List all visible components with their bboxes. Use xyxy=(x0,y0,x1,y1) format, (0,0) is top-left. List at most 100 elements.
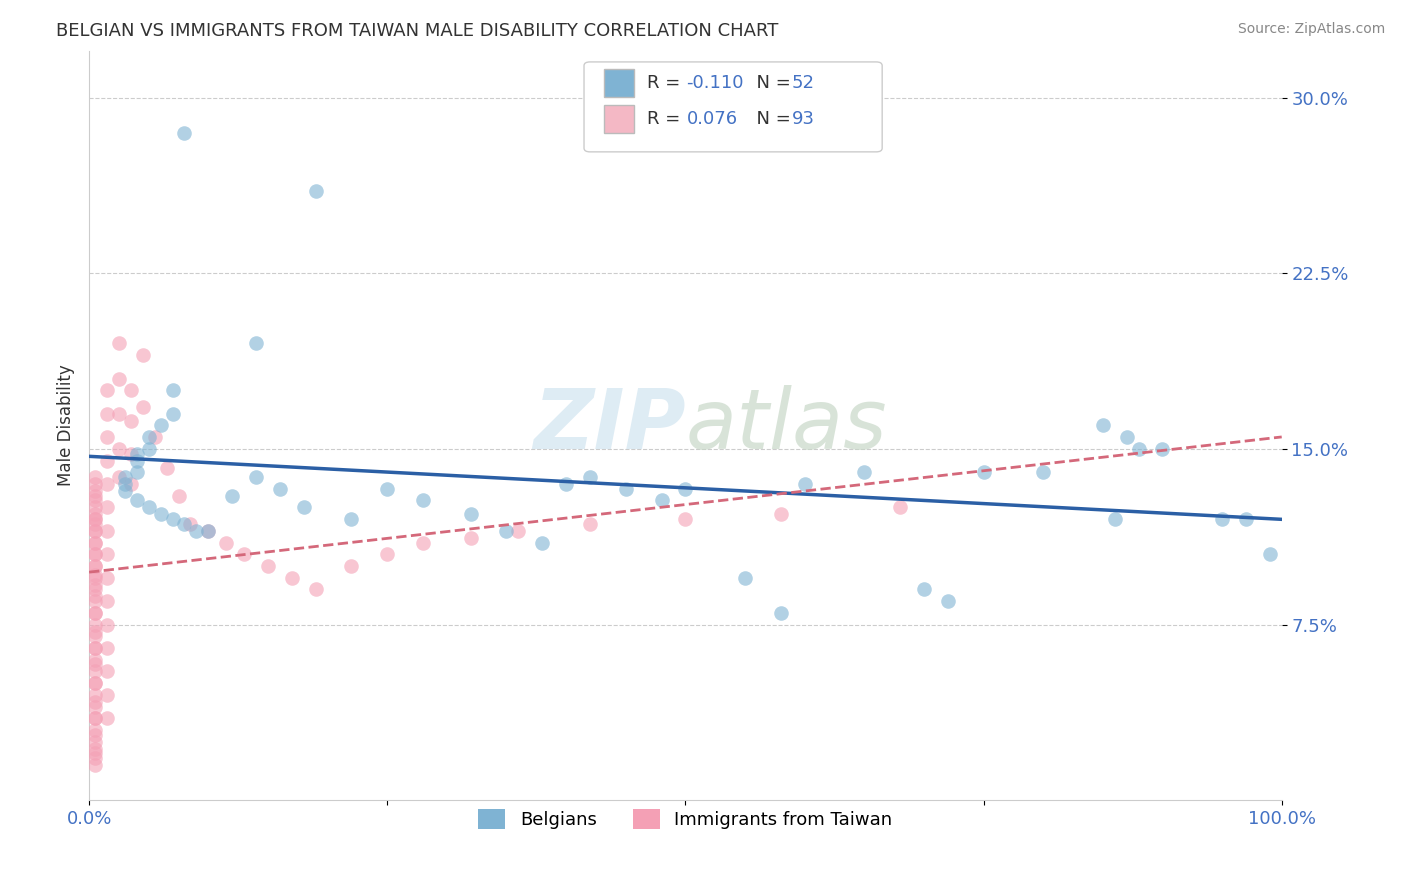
Point xyxy=(84,535,107,549)
Point xyxy=(531,535,554,549)
Point xyxy=(84,568,107,582)
Point xyxy=(579,470,602,484)
Point xyxy=(84,723,107,737)
Point xyxy=(120,384,142,398)
Point xyxy=(84,640,107,655)
Point xyxy=(96,640,118,655)
Text: 93: 93 xyxy=(792,110,814,128)
Point xyxy=(1258,547,1281,561)
Text: BELGIAN VS IMMIGRANTS FROM TAIWAN MALE DISABILITY CORRELATION CHART: BELGIAN VS IMMIGRANTS FROM TAIWAN MALE D… xyxy=(56,22,779,40)
Point xyxy=(114,470,136,484)
Point xyxy=(245,470,267,484)
Point xyxy=(114,477,136,491)
Point xyxy=(215,535,238,549)
Point xyxy=(912,582,935,597)
Point xyxy=(179,516,201,531)
Point xyxy=(651,493,673,508)
Point xyxy=(162,512,184,526)
Text: atlas: atlas xyxy=(685,385,887,466)
Point xyxy=(292,500,315,515)
Point xyxy=(114,483,136,498)
Point xyxy=(793,477,815,491)
Point xyxy=(108,470,131,484)
Point xyxy=(305,582,328,597)
Point xyxy=(769,508,792,522)
Point xyxy=(257,559,280,574)
Point xyxy=(1128,442,1150,456)
Point xyxy=(84,500,107,515)
Point xyxy=(84,582,107,597)
Point xyxy=(375,482,398,496)
Point xyxy=(84,728,107,742)
Point xyxy=(96,453,118,467)
Point xyxy=(84,524,107,538)
Point xyxy=(84,657,107,672)
Point xyxy=(167,489,190,503)
Point xyxy=(84,665,107,679)
Point xyxy=(495,524,517,538)
Point xyxy=(84,751,107,765)
Point xyxy=(84,594,107,608)
Point xyxy=(96,571,118,585)
Point xyxy=(1032,465,1054,479)
Point xyxy=(108,407,131,421)
Point xyxy=(579,516,602,531)
Point xyxy=(138,500,160,515)
Point xyxy=(84,758,107,772)
Point xyxy=(96,594,118,608)
Y-axis label: Male Disability: Male Disability xyxy=(58,365,75,486)
Point xyxy=(973,465,995,479)
Point xyxy=(673,482,696,496)
Point xyxy=(84,653,107,667)
Point xyxy=(269,482,291,496)
Point xyxy=(555,477,578,491)
Point xyxy=(340,559,363,574)
Point xyxy=(221,489,243,503)
Point xyxy=(84,493,107,508)
Point xyxy=(84,512,107,526)
Point xyxy=(96,617,118,632)
Point xyxy=(84,606,107,620)
Point xyxy=(84,547,107,561)
Point xyxy=(734,571,756,585)
Point xyxy=(84,512,107,526)
Point xyxy=(96,477,118,491)
Point xyxy=(125,453,148,467)
Point xyxy=(84,617,107,632)
Point xyxy=(508,524,530,538)
Point xyxy=(162,384,184,398)
Point xyxy=(233,547,256,561)
Point xyxy=(108,442,131,456)
Point xyxy=(84,734,107,748)
Point xyxy=(412,493,434,508)
Point xyxy=(84,477,107,491)
Point xyxy=(1211,512,1233,526)
Point xyxy=(1091,418,1114,433)
Point xyxy=(853,465,876,479)
Point xyxy=(96,665,118,679)
Point xyxy=(84,578,107,592)
Bar xyxy=(605,104,634,133)
Point xyxy=(162,407,184,421)
Point xyxy=(460,531,482,545)
Text: 0.076: 0.076 xyxy=(686,110,738,128)
Legend: Belgians, Immigrants from Taiwan: Belgians, Immigrants from Taiwan xyxy=(471,802,900,836)
Point xyxy=(84,676,107,690)
Point xyxy=(173,126,195,140)
Point xyxy=(96,430,118,444)
Point xyxy=(84,747,107,761)
Text: R =: R = xyxy=(647,74,686,92)
Point xyxy=(125,465,148,479)
Point xyxy=(84,711,107,725)
Point xyxy=(84,559,107,574)
Point xyxy=(1104,512,1126,526)
Point xyxy=(673,512,696,526)
Point xyxy=(108,336,131,351)
Point xyxy=(155,460,177,475)
Point xyxy=(1152,442,1174,456)
Point xyxy=(125,446,148,460)
Point xyxy=(143,430,166,444)
Point xyxy=(84,524,107,538)
Point xyxy=(889,500,911,515)
Point xyxy=(84,470,107,484)
